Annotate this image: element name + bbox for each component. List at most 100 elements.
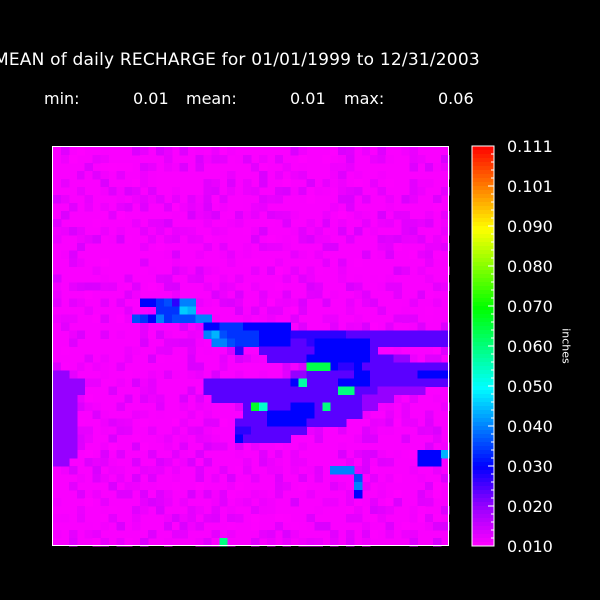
heatmap-cell [282,322,292,332]
heatmap-cell [140,538,149,547]
colorbar-segment [472,394,494,399]
heatmap-cell [195,194,204,204]
heatmap-cell [68,258,78,268]
heatmap-cell [338,147,347,156]
heatmap-cell [148,194,157,204]
heatmap-cell [251,226,260,236]
heatmap-cell [179,266,189,276]
heatmap-cell [298,362,307,371]
heatmap-cell [92,490,102,499]
heatmap-cell [76,442,86,451]
heatmap-cell [124,274,133,284]
heatmap-cell [353,290,363,300]
heatmap-cell [53,466,62,475]
colorbar-segment [472,150,494,155]
heatmap-cell [219,330,228,340]
heatmap-cell [108,442,117,451]
heatmap-cell [290,354,300,363]
heatmap-cell [132,506,141,515]
heatmap-cell [140,147,149,156]
max-label: max: [344,89,385,108]
heatmap-cell [385,338,395,347]
heatmap-cell [346,338,355,347]
heatmap-cell [377,306,387,316]
heatmap-cell [369,450,379,459]
heatmap-cell [60,394,70,403]
heatmap-cell [148,394,157,403]
heatmap-cell [243,250,252,260]
heatmap-cell [171,290,181,300]
min-label: min: [44,89,80,108]
heatmap-cell [409,194,418,204]
heatmap-cell [132,314,141,324]
heatmap-cell [330,218,339,228]
heatmap-cell [258,314,268,324]
heatmap-cell [353,410,363,419]
heatmap-cell [298,234,307,244]
heatmap-cell [53,234,62,244]
heatmap-cell [258,394,268,403]
heatmap-cell [179,450,189,459]
heatmap-cell [425,330,434,340]
heatmap-cell [171,466,181,475]
heatmap-cell [322,386,331,395]
heatmap-cell [314,338,323,347]
heatmap-cell [195,210,204,220]
heatmap-cell [124,162,133,172]
heatmap-cell [274,386,284,395]
heatmap-cell [155,226,165,236]
heatmap-cell [211,538,220,547]
heatmap-cell [53,450,62,459]
heatmap-cell [53,498,62,507]
heatmap-cell [195,314,204,324]
heatmap-cell [425,410,434,419]
heatmap-cell [148,178,157,188]
heatmap-cell [140,482,149,491]
heatmap-cell [53,370,62,379]
heatmap-cell [377,338,387,347]
heatmap-cell [322,354,331,363]
heatmap-cell [314,290,323,300]
heatmap-cell [314,466,323,475]
heatmap-cell [171,306,181,316]
heatmap-cell [282,370,292,379]
heatmap-cell [116,490,125,499]
heatmap-cell [306,402,315,411]
heatmap-cell [211,306,220,316]
heatmap-cell [140,202,149,212]
heatmap-cell [266,402,276,411]
colorbar-segment [472,158,494,163]
heatmap-cell [211,210,220,220]
heatmap-cell [92,290,102,300]
heatmap-cell [290,466,300,475]
heatmap-cell [266,266,276,276]
colorbar-segment [472,282,494,287]
heatmap-cell [258,330,268,340]
heatmap-cell [409,250,418,260]
heatmap-cell [346,458,355,467]
heatmap-cell [148,298,157,308]
heatmap-cell [433,346,442,355]
heatmap-cell [353,282,363,292]
heatmap-cell [163,162,173,172]
heatmap-cell [274,170,284,180]
heatmap-cell [76,330,86,340]
heatmap-cell [227,394,236,403]
heatmap-cell [330,202,339,212]
heatmap-cell [60,370,70,379]
heatmap-cell [251,418,260,427]
heatmap-cell [203,514,212,523]
heatmap-cell [243,362,252,371]
heatmap-cell [148,466,157,475]
heatmap-cell [425,426,434,435]
heatmap-cell [290,226,300,236]
heatmap-cell [84,258,94,268]
colorbar-segment [472,218,494,223]
heatmap-cell [361,346,371,355]
heatmap-cell [116,330,125,340]
heatmap-cell [148,378,157,387]
colorbar-segment [472,258,494,263]
heatmap-cell [314,226,323,236]
heatmap-cell [282,482,292,491]
heatmap-cell [227,282,236,292]
